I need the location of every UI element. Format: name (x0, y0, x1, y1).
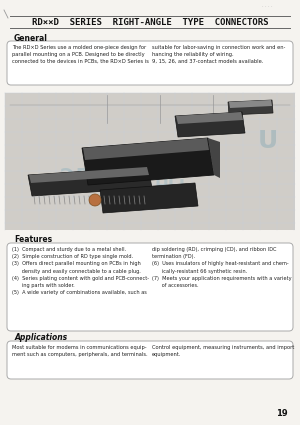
Polygon shape (229, 100, 272, 108)
Text: Features: Features (14, 235, 52, 244)
FancyBboxPatch shape (7, 41, 293, 85)
Text: Control equipment, measuring instruments, and import
equipment.: Control equipment, measuring instruments… (152, 345, 294, 357)
Text: Most suitable for modems in communications equip-
ment such as computers, periph: Most suitable for modems in communicatio… (12, 345, 148, 357)
Text: General: General (14, 34, 48, 43)
Polygon shape (83, 138, 209, 160)
Bar (5, 93, 295, 230)
Polygon shape (28, 167, 152, 196)
Text: The RD×D Series use a molded one-piece design for
parallel mounting on a PCB. De: The RD×D Series use a molded one-piece d… (12, 45, 149, 64)
Text: НЫ: НЫ (155, 178, 186, 196)
Text: (1)  Compact and sturdy due to a metal shell.
(2)  Simple construction of RD typ: (1) Compact and sturdy due to a metal sh… (12, 247, 149, 295)
FancyBboxPatch shape (7, 341, 293, 379)
Text: dip soldering (RD), crimping (CD), and ribbon IDC
termination (FD).
(6)  Uses in: dip soldering (RD), crimping (CD), and r… (152, 247, 292, 288)
Polygon shape (176, 112, 243, 124)
Text: Applications: Applications (14, 333, 67, 342)
Text: 19: 19 (276, 409, 288, 418)
Text: ЭЛЕК: ЭЛЕК (60, 167, 120, 186)
Polygon shape (29, 167, 149, 183)
Polygon shape (175, 112, 245, 137)
FancyBboxPatch shape (7, 243, 293, 331)
Text: RD××D  SERIES  RIGHT-ANGLE  TYPE  CONNECTORS: RD××D SERIES RIGHT-ANGLE TYPE CONNECTORS (32, 18, 268, 27)
Polygon shape (228, 100, 273, 115)
Polygon shape (82, 138, 214, 185)
Text: suitable for labor-saving in connection work and en-
hancing the reliability of : suitable for labor-saving in connection … (152, 45, 285, 64)
Circle shape (89, 194, 101, 206)
Text: U: U (258, 129, 278, 153)
Polygon shape (100, 183, 198, 213)
Polygon shape (208, 138, 220, 178)
Text: . . . .: . . . . (262, 3, 272, 8)
